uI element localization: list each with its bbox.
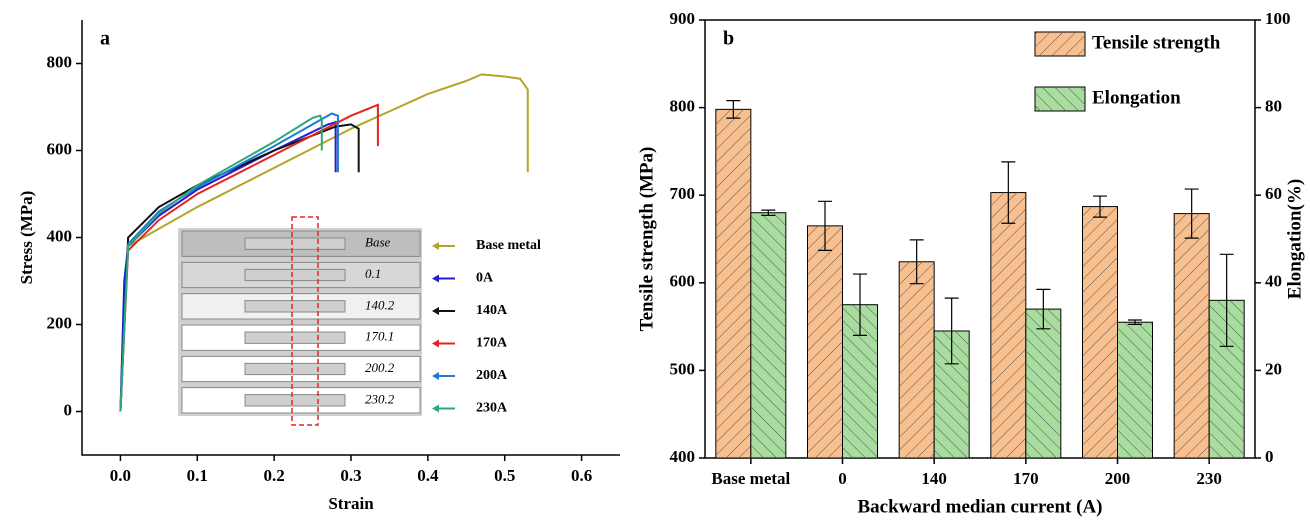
error-bar: [1001, 161, 1016, 224]
specimen: [181, 387, 421, 414]
stress-curve: [119, 120, 337, 412]
specimen-photo-bg: [178, 228, 422, 416]
legend-arrowhead: [432, 274, 439, 283]
axis-line: [81, 20, 620, 456]
specimen-label: 230.2: [365, 391, 395, 406]
legend-label: Elongation: [1092, 87, 1181, 108]
bar-hatch: [990, 192, 1026, 458]
legend-hatch: [1035, 32, 1085, 56]
y-tick-label: 500: [670, 359, 696, 378]
stress-curve: [119, 123, 360, 412]
bar-hatch: [1117, 322, 1153, 458]
legend-label: 230A: [476, 401, 508, 416]
error-bar: [761, 209, 776, 216]
bar-hatch: [750, 212, 786, 458]
y-tick-label: 800: [670, 97, 696, 116]
x-tick-label: 0.1: [187, 466, 208, 485]
bar-hatch: [715, 109, 751, 459]
specimen: [181, 355, 421, 383]
y-tick-label: 40: [1265, 272, 1282, 291]
error-bar: [909, 239, 924, 285]
error-bar: [1036, 288, 1051, 330]
stress-curve: [119, 73, 529, 412]
y-tick-label: 20: [1265, 359, 1282, 378]
error-bar: [818, 200, 832, 251]
error-bar: [944, 297, 959, 365]
legend-arrowhead: [432, 242, 439, 250]
legend-label: Base metal: [476, 238, 541, 253]
x-tick-label: 140: [921, 469, 947, 488]
x-tick-label: 0.2: [264, 466, 285, 485]
bar-hatch: [1174, 213, 1210, 458]
legend-arrowhead: [432, 372, 439, 380]
error-bar: [1128, 319, 1142, 326]
x-tick-label: 0.3: [340, 466, 361, 485]
x-tick-label: 0.6: [571, 466, 592, 485]
plot-frame: [704, 19, 1256, 459]
specimen: [181, 261, 421, 289]
x-tick-label: 200: [1105, 469, 1131, 488]
y-tick-label: 200: [47, 313, 73, 332]
specimen-label: Base: [365, 235, 391, 250]
bar-hatch: [807, 225, 843, 458]
y-tick-label: 400: [47, 226, 73, 245]
error-bar: [853, 273, 867, 336]
specimen: [181, 293, 421, 320]
legend-label: 0A: [476, 271, 494, 286]
stress-curve: [119, 114, 323, 412]
panel-label: b: [723, 28, 734, 50]
error-bar: [1093, 195, 1107, 218]
panel-label: a: [100, 28, 110, 50]
legend-arrowhead: [432, 404, 439, 413]
y-tick-label: 900: [670, 9, 696, 28]
stress-curve: [119, 103, 379, 412]
y2-axis-label: Elongation(%): [1284, 179, 1305, 299]
y-tick-label: 100: [1265, 9, 1291, 28]
legend-hatch: [1035, 87, 1085, 111]
y-tick-label: 600: [670, 272, 696, 291]
x-tick-label: Base metal: [711, 469, 790, 488]
legend-arrowhead: [432, 307, 439, 315]
y-tick-label: 700: [670, 184, 696, 203]
legend-arrowhead: [432, 339, 439, 348]
x-tick-label: 170: [1013, 469, 1039, 488]
specimen-label: 170.1: [365, 329, 394, 344]
bar-hatch: [1082, 206, 1118, 458]
y-tick-label: 60: [1265, 184, 1282, 203]
legend-label: 200A: [476, 368, 508, 383]
y-tick-label: 0: [64, 400, 73, 419]
y-tick-label: 400: [670, 447, 696, 466]
y-tick-label: 600: [47, 139, 73, 158]
y-axis-label: Tensile strength (MPa): [636, 147, 657, 332]
x-tick-label: 230: [1196, 469, 1222, 488]
error-bar: [1184, 188, 1199, 239]
bar-hatch: [899, 261, 935, 458]
y-tick-label: 80: [1265, 97, 1282, 116]
specimen-label: 0.1: [365, 266, 381, 281]
x-tick-label: 0.0: [110, 466, 131, 485]
specimen-label: 140.2: [365, 297, 395, 312]
x-axis-label: Backward median current (A): [857, 496, 1102, 517]
specimen-label: 200.2: [365, 360, 395, 375]
x-tick-label: 0.5: [494, 466, 515, 485]
x-axis-label: Strain: [328, 494, 374, 513]
legend-label: Tensile strength: [1092, 32, 1221, 53]
error-bar: [726, 99, 741, 119]
legend-label: 170A: [476, 336, 508, 351]
highlight-box: [291, 216, 319, 426]
legend-label: 140A: [476, 303, 508, 318]
bar-hatch: [1025, 309, 1061, 458]
x-tick-label: 0: [838, 469, 847, 488]
x-tick-label: 0.4: [417, 466, 439, 485]
specimen: [181, 324, 421, 351]
error-bar: [1219, 253, 1234, 347]
stress-curve: [119, 112, 339, 412]
y-tick-label: 0: [1265, 447, 1274, 466]
specimen: [181, 230, 421, 257]
y-tick-label: 800: [47, 52, 73, 71]
y-axis-label: Stress (MPa): [17, 191, 36, 285]
